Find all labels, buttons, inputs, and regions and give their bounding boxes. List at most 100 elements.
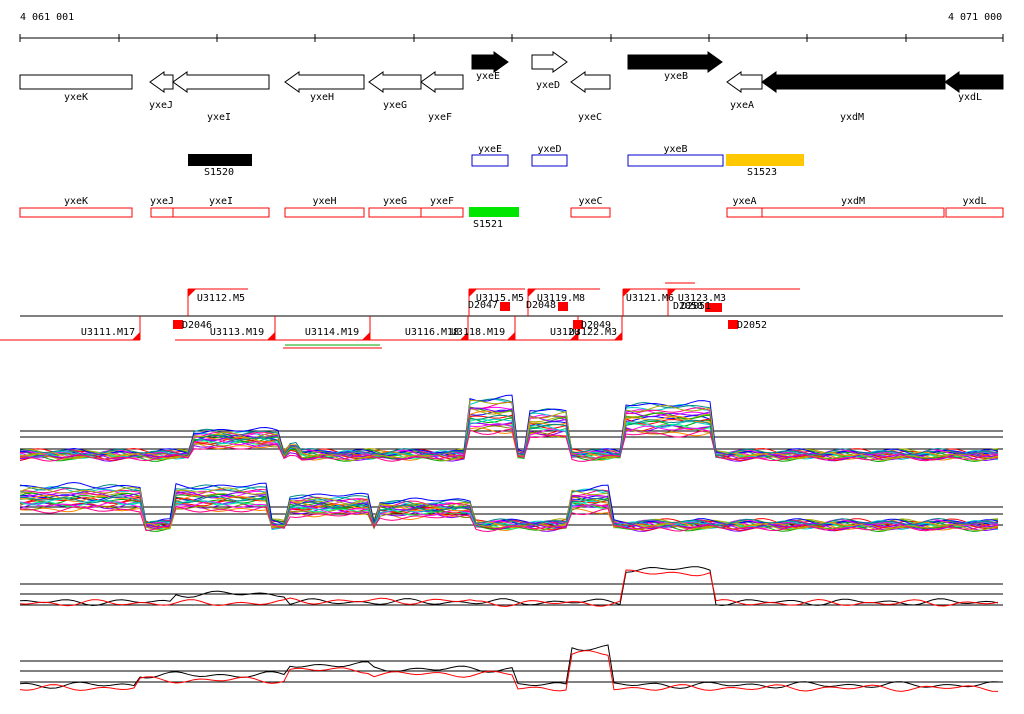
lower-segment-label-U3113.M19: U3113.M19 [210, 327, 264, 338]
segment-flag [528, 289, 536, 297]
upper-segment-label-U3119.M8: U3119.M8 [537, 293, 585, 304]
feature-S1521 [469, 207, 519, 217]
feature-S1520 [188, 154, 252, 166]
blue-box-yxeD [531, 154, 568, 167]
segment-flag [570, 332, 578, 340]
blue-box-yxeE [471, 154, 509, 167]
end-coordinate: 4 071 000 [948, 12, 1003, 23]
gene-label-yxeF: yxeF [428, 112, 452, 123]
segment-flag [362, 332, 370, 340]
gene-arrow-yxeJ [149, 71, 174, 93]
red-box-label-yxdL: yxdL [962, 196, 986, 207]
downshift-D2050 [705, 303, 715, 312]
upper-strand-profiles-profile-18 [19, 407, 999, 461]
gene-label-yxeC: yxeC [578, 112, 602, 123]
gene-label-yxeH: yxeH [310, 92, 334, 103]
red-box-yxeC [570, 207, 611, 218]
gene-arrow-yxdM [761, 71, 946, 93]
gene-arrow-yxeG [368, 71, 422, 93]
upper-strand-profiles-profile-21 [20, 414, 999, 456]
gene-arrow-yxeC [570, 71, 611, 93]
upper-segment-label-U3112.M5: U3112.M5 [197, 293, 245, 304]
gene-label-yxeE: yxeE [476, 71, 500, 82]
gene-arrow-yxeK [19, 74, 133, 90]
upper-strand-summary-profile-black [19, 566, 999, 607]
downshift-label-D2049: D2049 [581, 320, 611, 331]
gene-arrow-yxdL [944, 71, 1004, 93]
red-box-label-yxeI: yxeI [209, 196, 233, 207]
upper-segment-label-U3115.M5: U3115.M5 [476, 293, 524, 304]
downshift-D2046 [173, 320, 183, 329]
gene-arrow-yxeI [172, 71, 270, 93]
segment-flag [668, 289, 676, 297]
red-box-yxeA [726, 207, 763, 218]
segment-flag [507, 332, 515, 340]
gene-arrow-yxeB [627, 51, 723, 73]
feature-label-S1520: S1520 [204, 167, 234, 178]
lower-strand-summary-profile-black [19, 644, 999, 689]
feature-label-S1523: S1523 [747, 167, 777, 178]
gene-arrow-yxeD [531, 51, 568, 73]
lower-strand-profiles-profile-21 [20, 495, 999, 526]
blue-box-yxeB [627, 154, 724, 167]
gene-label-yxeD: yxeD [536, 80, 560, 91]
gene-label-yxeA: yxeA [730, 100, 754, 111]
downshift-label-D2048: D2048 [526, 300, 556, 311]
upper-strand-profiles-profile-20 [19, 428, 999, 462]
blue-box-label-yxeD: yxeD [537, 144, 561, 155]
segment-flag [623, 289, 631, 297]
gene-arrow-yxeH [284, 71, 365, 93]
gene-label-yxeK: yxeK [64, 92, 88, 103]
red-box-label-yxeC: yxeC [578, 196, 602, 207]
segment-flag [614, 332, 622, 340]
red-box-yxeK [19, 207, 133, 218]
red-box-yxeI [172, 207, 270, 218]
lower-strand-profiles-profile-20 [19, 506, 999, 533]
gene-arrow-yxeA [726, 71, 763, 93]
upper-strand-summary-profile-red [19, 569, 999, 608]
lower-segment-label-U3120: U3120 [550, 327, 580, 338]
downshift-D2051 [712, 303, 722, 312]
blue-box-label-yxeE: yxeE [478, 144, 502, 155]
lower-strand-summary-profile-red [19, 650, 999, 692]
lower-strand-profiles-profile-18 [19, 490, 999, 530]
upper-segment-label-U3121.M6: U3121.M6 [626, 293, 674, 304]
red-box-yxeH [284, 207, 365, 218]
red-box-yxeJ [150, 207, 174, 218]
red-box-yxdM [761, 207, 945, 218]
red-box-yxdL [945, 207, 1004, 218]
lower-segment-label-U3118.M19: U3118.M19 [451, 327, 505, 338]
red-box-label-yxeH: yxeH [312, 196, 336, 207]
lower-segment-label-U3111.M17: U3111.M17 [81, 327, 135, 338]
start-coordinate: 4 061 001 [20, 12, 75, 23]
upper-strand-profiles-profile-7 [19, 407, 999, 457]
segment-flag [188, 289, 196, 297]
downshift-label-D2052: D2052 [737, 320, 767, 331]
downshift-label-D2051: D2051 [681, 301, 711, 312]
gene-arrow-yxeE [471, 51, 509, 73]
downshift-D2047 [500, 302, 510, 311]
lower-segment-label-U3122.M3: U3122.M3 [569, 327, 617, 338]
red-box-yxeG [368, 207, 422, 218]
red-box-label-yxeK: yxeK [64, 196, 88, 207]
gene-label-yxeG: yxeG [383, 100, 407, 111]
downshift-label-D2050: D2050 [673, 301, 703, 312]
red-box-label-yxeA: yxeA [732, 196, 756, 207]
upper-segment-label-U3123.M3: U3123.M3 [678, 293, 726, 304]
downshift-D2049 [573, 320, 583, 329]
red-box-label-yxdM: yxdM [841, 196, 865, 207]
downshift-D2048 [558, 302, 568, 311]
lower-segment-label-U3116.M18: U3116.M18 [405, 327, 459, 338]
red-box-label-yxeG: yxeG [383, 196, 407, 207]
red-box-yxeF [420, 207, 464, 218]
blue-box-label-yxeB: yxeB [663, 144, 687, 155]
gene-label-yxeB: yxeB [664, 71, 688, 82]
downshift-label-D2046: D2046 [182, 320, 212, 331]
gene-label-yxeJ: yxeJ [149, 100, 173, 111]
lower-segment-label-U3114.M19: U3114.M19 [305, 327, 359, 338]
red-box-label-yxeF: yxeF [430, 196, 454, 207]
downshift-label-D2047: D2047 [468, 300, 498, 311]
segment-flag [267, 332, 275, 340]
segment-flag [460, 332, 468, 340]
